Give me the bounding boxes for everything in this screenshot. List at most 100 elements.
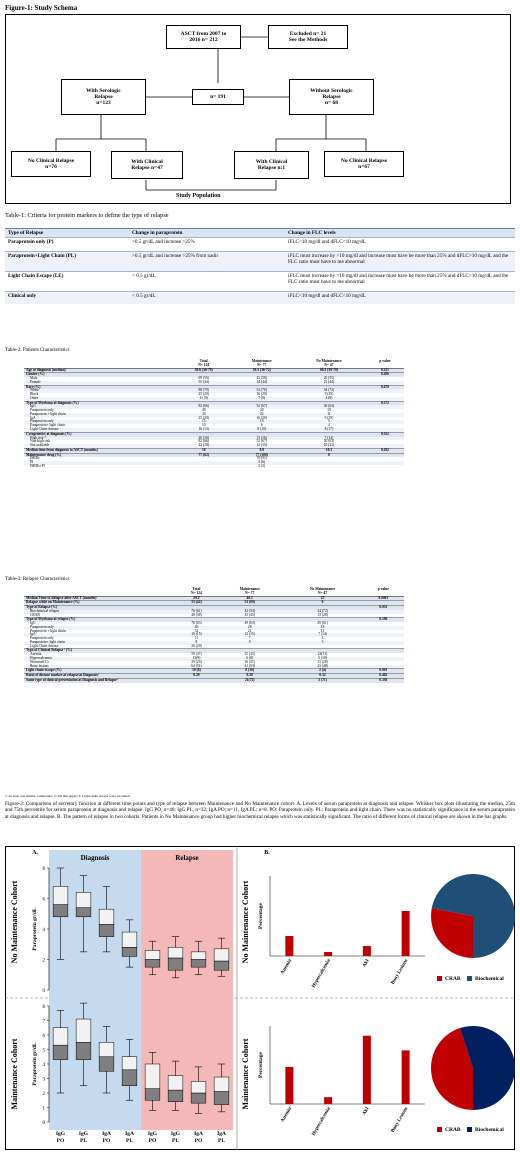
table2-cell xyxy=(231,431,292,437)
bar-bony-lesions xyxy=(401,1050,410,1104)
table2-cell: Type of Myeloma at diagnosis (%) xyxy=(24,400,176,406)
table2-cell: Paraprotein only xyxy=(30,408,54,413)
box-y-tick-label: 0 xyxy=(43,1121,46,1126)
bar-category-label: Hypercalcemia xyxy=(311,1106,332,1137)
table3-cell: 42 (54) xyxy=(216,609,283,614)
table-row: Light Chain disease 26 (20) xyxy=(24,643,404,649)
table3-cell: 11 xyxy=(194,636,199,641)
table3-cell: 53 (42) xyxy=(176,600,217,606)
table3-header-cell xyxy=(24,588,176,597)
box-lower-quartile xyxy=(167,957,184,971)
table1-cell: < 0.5 gr/dL xyxy=(129,291,285,304)
table-row: Paraprotein+ light chain 8 5 3 xyxy=(24,640,404,645)
table3-cell: Paraprotein only xyxy=(30,636,54,641)
table3-cell xyxy=(362,657,404,661)
table2-cell xyxy=(291,400,366,406)
table2-cell: 59.6 (36-79) xyxy=(176,367,232,373)
table2-cell: 11 xyxy=(291,412,366,417)
table3-cell: Worsened Cr xyxy=(30,659,49,664)
table3-cell: Anemia xyxy=(30,652,42,657)
table-row: Median time from diagnosis to ASCT (mont… xyxy=(24,447,404,454)
table3-cell: 5 (71) xyxy=(282,677,363,683)
table-row: Female 55 (44) 34 (44) 21 (44) xyxy=(24,380,404,386)
table3-cell: Ratio of disease marker at relapse/at Di… xyxy=(24,673,176,679)
table2-cell: 10 xyxy=(176,447,232,454)
table3-footnote: 1: At least one similar component; 2: Al… xyxy=(5,794,131,798)
box-upper-quartile xyxy=(75,892,92,908)
table2-cell: 10 xyxy=(231,420,292,425)
table-row: IMIDs+PI 2 (3) xyxy=(24,463,404,469)
box-upper-quartile xyxy=(144,1063,161,1089)
table-row: White 88 (70) 54 (70) 34 (72) xyxy=(24,389,404,394)
box-y-tick-label: 4 xyxy=(43,1063,46,1068)
box-lower-quartile xyxy=(121,947,138,957)
table3-cell: 13(9) xyxy=(176,656,217,661)
table2-cell: 52 (67) xyxy=(231,405,292,410)
table3-cell: 21 xyxy=(247,628,252,633)
table2-cell: IMIDs+PI xyxy=(30,463,45,468)
table2-cell: Other xyxy=(24,396,176,402)
table3-cell: 0.356 xyxy=(362,677,404,683)
table2-cell: 25 (20) xyxy=(198,392,209,397)
bar-category-label: AkI xyxy=(362,1106,371,1116)
box-y-tick-label: 3 xyxy=(43,1077,46,1082)
table-row: Biochemical relapse 76 (61) 42 (54) 34 (72) xyxy=(24,609,404,614)
table2-cell: 16 (20) xyxy=(256,415,267,420)
table2: Total N= 124 Maintenance N= 77 No Maintena… xyxy=(24,359,404,469)
table-row: Maintenance drug (%) 77 (62) 77 (100) 0 xyxy=(24,452,404,458)
bar-category-label: AkI xyxy=(362,958,371,968)
table2-cell: High risk * xyxy=(24,436,176,441)
flow-box-excluded: Excluded n= 21 See the Methods xyxy=(268,25,348,49)
table2-cell: Male xyxy=(30,376,38,381)
table3-cell: Bony lesions xyxy=(24,664,176,669)
table2-cell: 4 (8) xyxy=(291,396,366,402)
table3-header-cell: Maintenance N= 77 xyxy=(216,587,283,597)
diagnosis-label: Diagnosis xyxy=(81,854,110,862)
row-label-maintenance-b: Maintenance Cohort xyxy=(241,1038,250,1109)
table3-cell: 29 (23) xyxy=(191,659,202,664)
table-row: Type of Clinical Relapse ¹ (%) xyxy=(24,648,404,654)
table3-cell: 29 (61) xyxy=(317,621,328,626)
box-x-category-label: IgA xyxy=(217,1131,226,1137)
table3-cell: 0.28 xyxy=(216,673,283,679)
table2-cell: 2 (3) xyxy=(258,463,266,468)
box-lower-quartile xyxy=(75,907,92,918)
table2-cell: 16 (20) xyxy=(256,392,267,397)
table-row: Light Chain disease 16 (13) 8 (10) 8 (17) xyxy=(24,427,404,433)
table3-cell xyxy=(282,617,363,623)
table1-cell: < 0.5 gr/dL xyxy=(129,271,285,292)
table-row: IMIDs 70 (91) xyxy=(24,457,404,461)
table3-cell: 26 (20) xyxy=(191,643,202,648)
legend-crab-label: CRAB xyxy=(445,976,461,982)
table3-cell xyxy=(362,600,404,606)
table2-cell xyxy=(292,465,366,469)
table3-cell: 7 (14) xyxy=(282,633,363,638)
box-y-axis-label: Paraprotein gr/dL xyxy=(32,907,38,950)
table1: Type of Relapse Change in paraprotein Ch… xyxy=(5,228,515,304)
table2-cell: 11 (9) xyxy=(176,396,232,402)
table2-cell: 10 (21) xyxy=(291,443,366,449)
table3-cell: 11 xyxy=(320,628,325,633)
table3-cell: 35 (45) xyxy=(244,612,255,617)
table3-cell: 28 xyxy=(216,625,283,630)
table1-cell: Paraprotein only (P) xyxy=(5,237,129,252)
table3-cell xyxy=(362,609,404,614)
table2-cell: 26 (55) xyxy=(323,376,335,381)
table-row: CRAB 48 (38) 35 (45) 13 (28) xyxy=(24,612,404,618)
table2-cell: 15 xyxy=(176,420,232,425)
box-lower-quartile xyxy=(190,959,207,968)
table3-cell: 12 (15) xyxy=(216,633,283,638)
box-x-category-label: PL xyxy=(172,1138,179,1144)
table2-cell: 34 (72) xyxy=(291,389,366,394)
table3-cell: 53 (69) xyxy=(216,600,283,606)
box-x-category-label: PO xyxy=(57,1138,65,1144)
table3-cell: 19 (15) xyxy=(176,633,217,638)
table2-cell: 19 xyxy=(327,408,331,413)
row-label-no-maintenance-b: No Maintenance Cohort xyxy=(241,880,250,963)
table3-cell: Light chain escape (%) xyxy=(24,668,176,674)
table2-cell: 10.3 xyxy=(291,447,366,454)
table2-cell xyxy=(365,436,404,441)
box-x-category-label: IgA xyxy=(194,1131,203,1137)
table3-cell: 7 xyxy=(248,636,251,641)
table2-cell xyxy=(365,412,404,417)
